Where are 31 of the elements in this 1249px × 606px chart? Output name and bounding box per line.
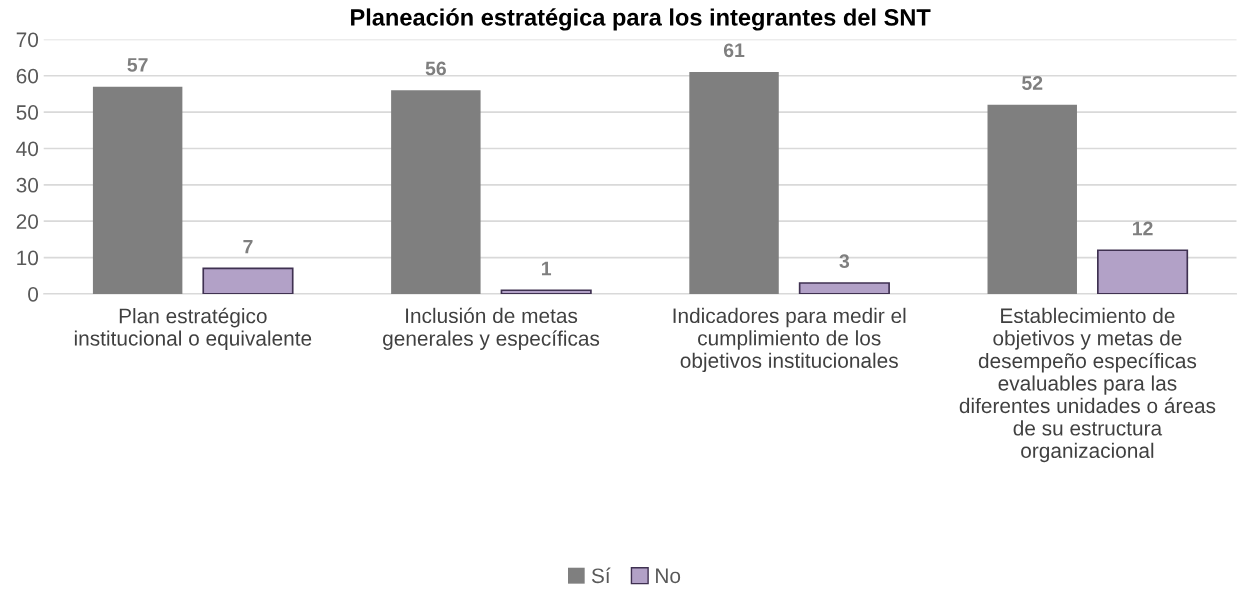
- bar: [798, 282, 890, 294]
- y-tick-label: 60: [16, 68, 39, 84]
- data-label: 3: [839, 254, 850, 269]
- x-tick-label: Indicadores para medir el cumplimiento de los objetivos institucionales: [673, 307, 906, 373]
- x-tick-label: Plan estratégico institucional o equivalente: [74, 307, 312, 350]
- bar: [689, 72, 779, 294]
- data-label: 12: [1132, 221, 1153, 236]
- y-tick-label: 30: [16, 177, 39, 193]
- y-tick-label: 70: [16, 32, 39, 48]
- data-label: 52: [1022, 76, 1043, 90]
- bar: [202, 267, 294, 294]
- data-label: 61: [723, 43, 745, 58]
- y-tick-label: 40: [16, 141, 39, 157]
- data-label: 56: [425, 61, 446, 76]
- data-label: 1: [542, 261, 552, 276]
- chart-title: Planeación estratégica para los integrantes del SNT: [351, 8, 931, 31]
- x-tick-label: Establecimiento de objetivos y metas de desempeño específicas evaluables para las diferentes unidades o áreas de su estructura organizacional: [959, 307, 1216, 463]
- y-tick-label: 50: [16, 105, 39, 120]
- bar: [1097, 249, 1189, 294]
- bar: [987, 104, 1077, 294]
- data-label: 7: [243, 239, 253, 254]
- y-tick-label: 20: [16, 214, 39, 229]
- bar: [92, 86, 183, 294]
- bar: [391, 90, 481, 294]
- y-tick-label: 10: [17, 250, 39, 266]
- legend-label: Sí: [591, 567, 611, 584]
- x-tick-label: Inclusión de metas generales y específicas: [383, 307, 600, 350]
- y-tick-label: 0: [28, 286, 39, 302]
- legend-label: No: [656, 568, 681, 584]
- data-label: 57: [127, 58, 148, 72]
- bar: [500, 289, 592, 294]
